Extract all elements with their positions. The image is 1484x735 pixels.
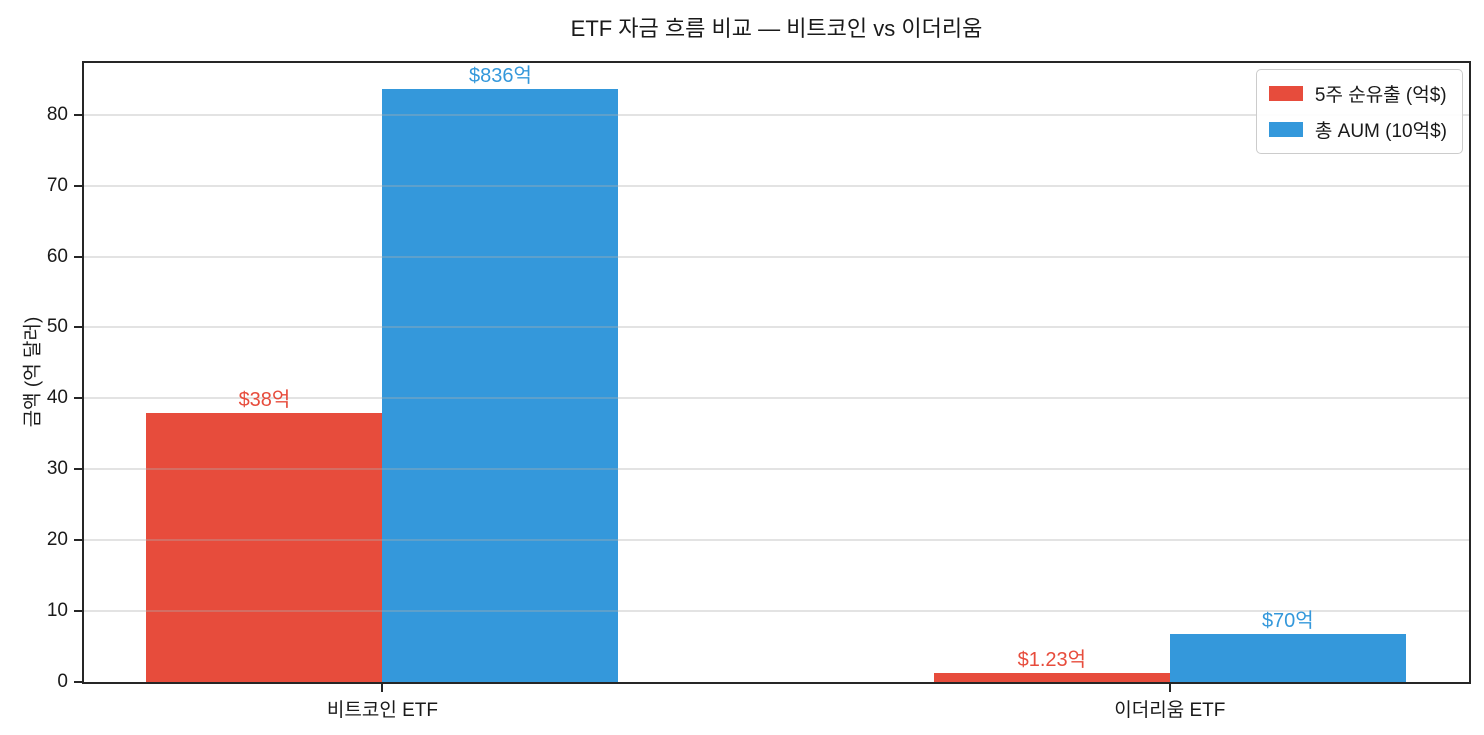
bar-value-label-outflow-0: $38억 <box>238 388 291 411</box>
y-tick-mark-10 <box>74 610 82 613</box>
x-tick-label-0: 비트코인 ETF <box>326 700 438 721</box>
bar-outflow-1 <box>933 673 1170 682</box>
grid-line-20 <box>84 539 1469 542</box>
grid-line-30 <box>84 468 1469 471</box>
y-tick-mark-40 <box>74 397 82 400</box>
grid-line-80 <box>84 113 1469 116</box>
y-tick-mark-50 <box>74 326 82 329</box>
x-tick-mark-1 <box>1168 684 1171 692</box>
y-tick-label-30: 30 <box>46 458 68 480</box>
grid-line-50 <box>84 326 1469 329</box>
bar-outflow-0 <box>146 412 383 682</box>
y-tick-mark-60 <box>74 255 82 258</box>
y-tick-mark-0 <box>74 681 82 683</box>
x-tick-mark-0 <box>381 684 384 692</box>
bar-value-label-outflow-1: $1.23억 <box>1017 649 1087 672</box>
y-tick-label-60: 60 <box>46 245 68 267</box>
y-tick-mark-70 <box>74 184 82 187</box>
bar-value-label-aum-1: $70억 <box>1261 609 1314 632</box>
y-tick-label-40: 40 <box>46 387 68 409</box>
legend-item-outflow: 5주 순유출 (억$) <box>1268 80 1447 107</box>
y-tick-mark-20 <box>74 539 82 542</box>
grid-line-60 <box>84 255 1469 258</box>
y-tick-label-0: 0 <box>57 671 68 692</box>
legend-swatch-aum <box>1268 122 1303 137</box>
legend-label-aum: 총 AUM (10억$) <box>1314 121 1447 142</box>
legend: 5주 순유출 (억$) 총 AUM (10억$) <box>1255 69 1463 154</box>
bar-value-label-aum-0: $836억 <box>469 65 532 88</box>
x-tick-label-1: 이더리움 ETF <box>1114 700 1226 721</box>
chart-title: ETF 자금 흐름 비교 — 비트코인 vs 이더리움 <box>570 16 983 41</box>
legend-item-aum: 총 AUM (10억$) <box>1268 116 1447 143</box>
y-tick-label-70: 70 <box>46 174 68 196</box>
y-tick-label-10: 10 <box>46 600 68 622</box>
grid-line-40 <box>84 397 1469 400</box>
y-tick-mark-30 <box>74 468 82 471</box>
grid-line-10 <box>84 610 1469 613</box>
bar-aum-0 <box>382 89 619 682</box>
y-tick-label-50: 50 <box>46 316 68 338</box>
y-tick-mark-80 <box>74 113 82 116</box>
y-tick-label-80: 80 <box>46 103 68 125</box>
bar-aum-1 <box>1169 633 1406 682</box>
legend-swatch-outflow <box>1268 86 1303 101</box>
y-tick-label-20: 20 <box>46 529 68 551</box>
grid-line-70 <box>84 184 1469 187</box>
legend-label-outflow: 5주 순유출 (억$) <box>1314 85 1447 106</box>
